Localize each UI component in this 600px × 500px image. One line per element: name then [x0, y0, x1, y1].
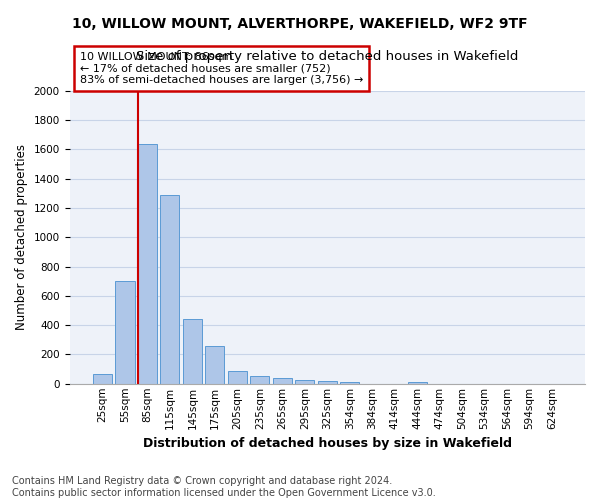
- Bar: [407, 382, 427, 384]
- Text: Contains HM Land Registry data © Crown copyright and database right 2024.
Contai: Contains HM Land Registry data © Crown c…: [12, 476, 436, 498]
- Bar: [183, 320, 202, 384]
- Bar: [115, 282, 134, 384]
- Bar: [250, 376, 269, 384]
- Text: 10 WILLOW MOUNT: 86sqm
← 17% of detached houses are smaller (752)
83% of semi-de: 10 WILLOW MOUNT: 86sqm ← 17% of detached…: [80, 52, 363, 85]
- Bar: [205, 346, 224, 384]
- Bar: [138, 144, 157, 384]
- Bar: [318, 381, 337, 384]
- Bar: [295, 380, 314, 384]
- Bar: [160, 195, 179, 384]
- X-axis label: Distribution of detached houses by size in Wakefield: Distribution of detached houses by size …: [143, 437, 512, 450]
- Y-axis label: Number of detached properties: Number of detached properties: [15, 144, 28, 330]
- Text: 10, WILLOW MOUNT, ALVERTHORPE, WAKEFIELD, WF2 9TF: 10, WILLOW MOUNT, ALVERTHORPE, WAKEFIELD…: [72, 18, 528, 32]
- Title: Size of property relative to detached houses in Wakefield: Size of property relative to detached ho…: [136, 50, 518, 64]
- Bar: [340, 382, 359, 384]
- Bar: [273, 378, 292, 384]
- Bar: [228, 370, 247, 384]
- Bar: [93, 374, 112, 384]
